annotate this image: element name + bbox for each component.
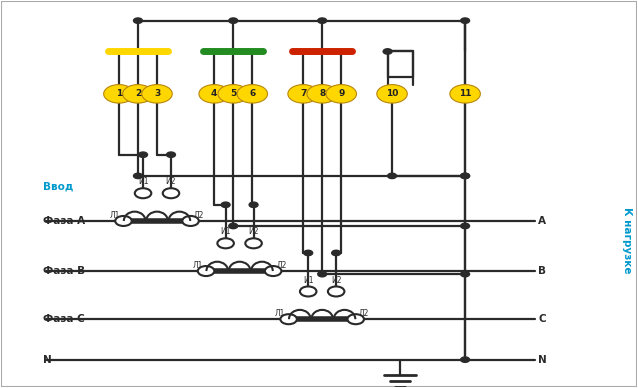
Text: И1: И1 <box>220 227 231 236</box>
Circle shape <box>249 202 258 208</box>
Text: Фаза В: Фаза В <box>43 266 85 276</box>
Text: N: N <box>538 355 547 365</box>
Text: А: А <box>538 216 546 226</box>
Text: Л1: Л1 <box>110 211 121 220</box>
Text: Л1: Л1 <box>275 309 285 318</box>
Circle shape <box>383 49 392 54</box>
Circle shape <box>246 238 262 248</box>
Text: 4: 4 <box>211 89 218 98</box>
Text: И2: И2 <box>248 227 259 236</box>
Circle shape <box>199 85 230 103</box>
Text: И2: И2 <box>166 177 176 186</box>
Text: Ввод: Ввод <box>43 181 73 191</box>
Text: 1: 1 <box>115 89 122 98</box>
Circle shape <box>304 250 313 256</box>
Circle shape <box>115 216 131 226</box>
Circle shape <box>326 85 357 103</box>
Circle shape <box>142 85 172 103</box>
Circle shape <box>288 85 318 103</box>
Circle shape <box>122 85 153 103</box>
Circle shape <box>461 357 470 362</box>
Text: В: В <box>538 266 546 276</box>
Circle shape <box>461 18 470 23</box>
Text: 6: 6 <box>249 89 255 98</box>
Text: 8: 8 <box>319 89 325 98</box>
Circle shape <box>135 188 151 198</box>
Circle shape <box>138 152 147 158</box>
Circle shape <box>348 314 364 324</box>
Circle shape <box>461 223 470 229</box>
Text: Л2: Л2 <box>194 211 204 220</box>
Circle shape <box>265 266 281 276</box>
Text: 11: 11 <box>459 89 471 98</box>
Circle shape <box>377 85 407 103</box>
Text: Фаза С: Фаза С <box>43 314 84 324</box>
Circle shape <box>461 173 470 178</box>
Text: И1: И1 <box>303 275 313 284</box>
Text: 7: 7 <box>300 89 306 98</box>
Circle shape <box>332 250 341 256</box>
Text: Л2: Л2 <box>359 309 369 318</box>
Text: 3: 3 <box>154 89 160 98</box>
Text: Фаза А: Фаза А <box>43 216 85 226</box>
Circle shape <box>461 173 470 178</box>
Circle shape <box>300 286 316 296</box>
Circle shape <box>450 85 480 103</box>
Text: 2: 2 <box>135 89 141 98</box>
Circle shape <box>307 85 338 103</box>
Circle shape <box>318 272 327 277</box>
Text: И1: И1 <box>138 177 148 186</box>
Circle shape <box>229 18 238 23</box>
Circle shape <box>182 216 199 226</box>
Circle shape <box>218 85 248 103</box>
Circle shape <box>167 152 175 158</box>
Circle shape <box>221 202 230 208</box>
Circle shape <box>280 314 297 324</box>
Text: К нагрузке: К нагрузке <box>622 207 632 274</box>
Circle shape <box>133 173 142 178</box>
Circle shape <box>461 272 470 277</box>
Circle shape <box>133 18 142 23</box>
Text: С: С <box>538 314 545 324</box>
Text: N: N <box>43 355 52 365</box>
Circle shape <box>103 85 134 103</box>
Circle shape <box>163 188 179 198</box>
Text: Л1: Л1 <box>193 261 203 270</box>
Circle shape <box>218 238 234 248</box>
Circle shape <box>318 18 327 23</box>
Circle shape <box>237 85 267 103</box>
Circle shape <box>198 266 214 276</box>
Text: 5: 5 <box>230 89 236 98</box>
Text: 10: 10 <box>386 89 398 98</box>
Circle shape <box>229 223 238 229</box>
Text: И2: И2 <box>331 275 341 284</box>
Circle shape <box>388 173 396 178</box>
Text: Л2: Л2 <box>276 261 286 270</box>
Text: 9: 9 <box>338 89 345 98</box>
Circle shape <box>328 286 345 296</box>
